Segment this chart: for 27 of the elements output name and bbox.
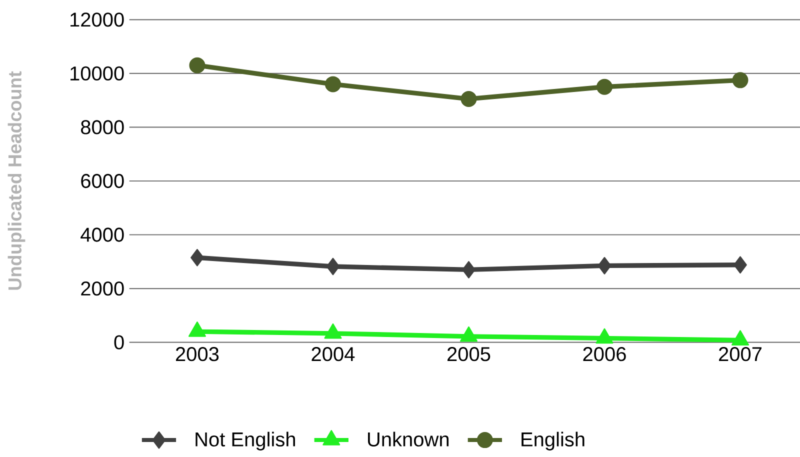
legend-label: Not English [196, 432, 295, 450]
y-tick-label: 8000 [81, 120, 124, 134]
x-tick-label: 2003 [176, 347, 219, 362]
point [188, 322, 206, 337]
point [190, 248, 204, 266]
point [596, 78, 613, 95]
point [460, 90, 477, 107]
legend-label: English [522, 432, 584, 450]
legend-label: Unknown [368, 432, 449, 446]
x-tick-label: 2007 [719, 347, 762, 362]
y-tick-label: 10000 [70, 66, 124, 81]
y-tick-label: 2000 [81, 281, 124, 296]
y-tick-label: 4000 [80, 228, 124, 242]
y-tick-label: 0 [114, 335, 124, 350]
point [596, 328, 614, 344]
point [460, 326, 478, 342]
point [324, 323, 342, 339]
x-tick-label: 2006 [583, 347, 626, 362]
y-tick-label: 12000 [70, 12, 124, 27]
point [732, 72, 748, 88]
x-tick-label: 2005 [448, 347, 490, 362]
x-tick-label: 2004 [312, 347, 355, 362]
y-axis-title: Unduplicated Headcount [8, 71, 26, 290]
point [189, 57, 206, 74]
y-tick-label: 6000 [81, 174, 124, 188]
point [324, 76, 341, 92]
point [732, 330, 750, 346]
